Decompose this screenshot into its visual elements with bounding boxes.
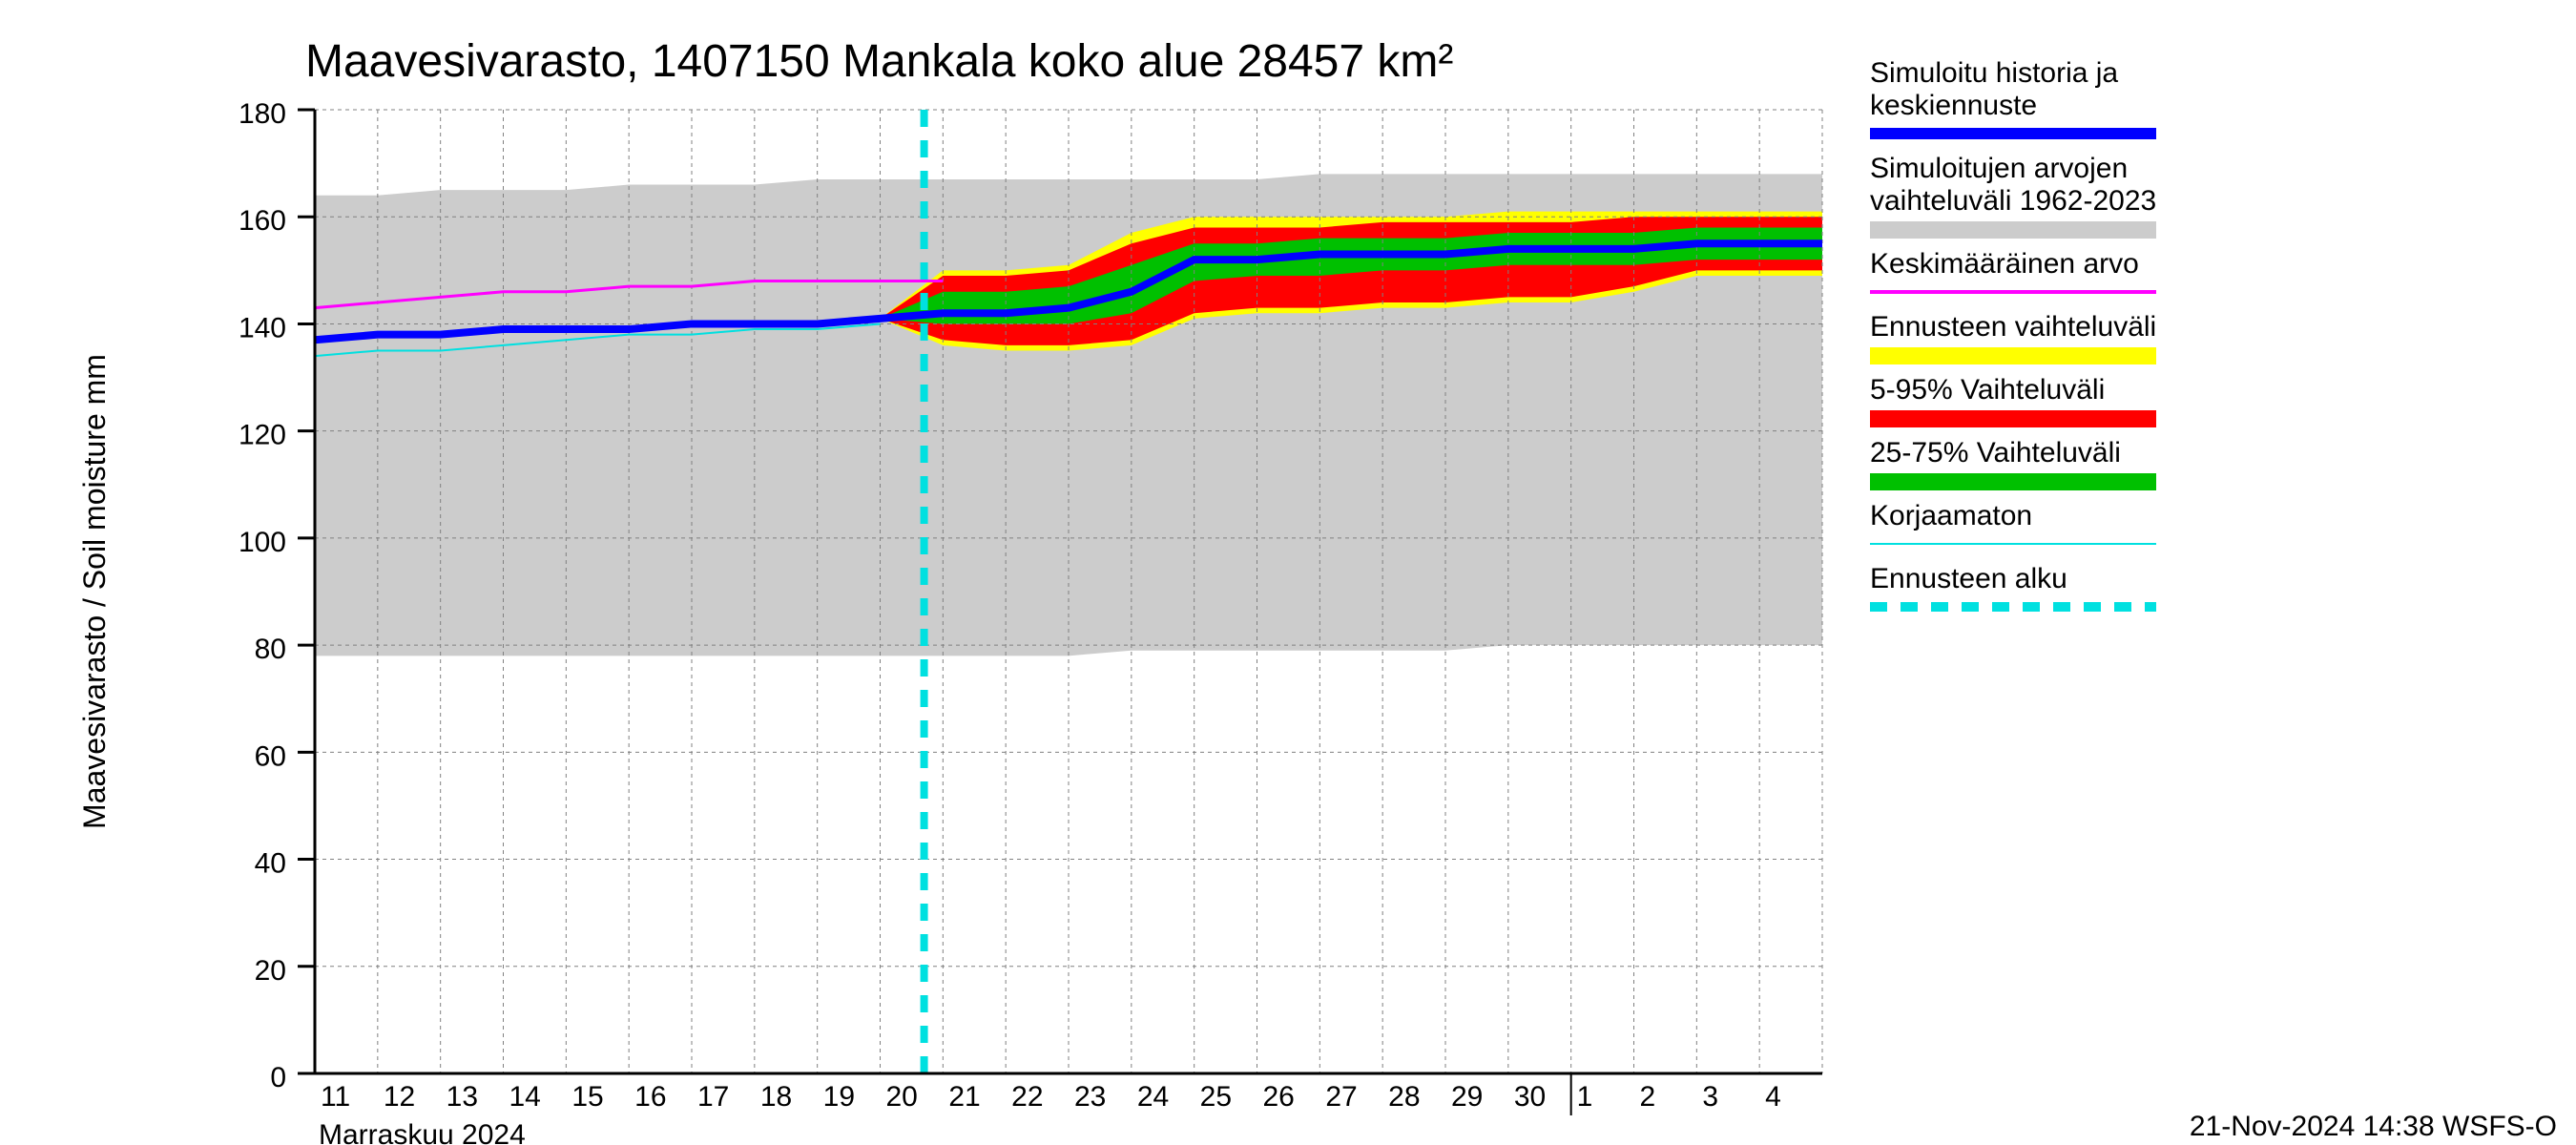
x-tick-label: 3	[1702, 1081, 1718, 1113]
x-tick-label: 24	[1137, 1081, 1169, 1113]
legend-label: Ennusteen alku	[1870, 563, 2067, 594]
x-tick-label: 20	[886, 1081, 918, 1113]
x-tick-label: 27	[1325, 1081, 1357, 1113]
x-tick-label: 2	[1640, 1081, 1656, 1113]
y-tick-label: 140	[239, 312, 286, 344]
x-tick-label: 13	[447, 1081, 478, 1113]
y-tick-label: 80	[255, 634, 286, 665]
y-tick-label: 40	[255, 848, 286, 880]
chart-svg: 0204060801001201401601801112131415161718…	[0, 0, 2576, 1145]
legend-label: Simuloitujen arvojen	[1870, 153, 2128, 184]
footer-timestamp: 21-Nov-2024 14:38 WSFS-O	[2190, 1111, 2557, 1142]
legend-swatch	[1870, 347, 2156, 364]
x-tick-label: 1	[1577, 1081, 1593, 1113]
x-tick-label: 29	[1451, 1081, 1483, 1113]
chart-title: Maavesivarasto, 1407150 Mankala koko alu…	[305, 36, 1453, 87]
legend-label: Keskimääräinen arvo	[1870, 248, 2139, 280]
y-axis-label: Maavesivarasto / Soil moisture mm	[77, 354, 112, 829]
x-tick-label: 23	[1074, 1081, 1106, 1113]
legend-label: vaihteluväli 1962-2023	[1870, 185, 2156, 217]
x-tick-label: 11	[321, 1081, 350, 1113]
y-tick-label: 160	[239, 205, 286, 237]
legend-label: keskiennuste	[1870, 90, 2037, 121]
x-month-label-1: Marraskuu 2024	[319, 1119, 526, 1145]
y-tick-label: 180	[239, 98, 286, 130]
x-tick-label: 19	[823, 1081, 855, 1113]
y-tick-label: 20	[255, 955, 286, 987]
y-tick-label: 120	[239, 420, 286, 451]
x-tick-label: 14	[509, 1081, 541, 1113]
legend-label: Korjaamaton	[1870, 500, 2032, 531]
x-tick-label: 30	[1514, 1081, 1546, 1113]
x-tick-label: 22	[1011, 1081, 1043, 1113]
x-tick-label: 15	[571, 1081, 603, 1113]
legend-label: Ennusteen vaihteluväli	[1870, 311, 2156, 343]
x-tick-label: 18	[760, 1081, 792, 1113]
x-tick-label: 16	[634, 1081, 666, 1113]
x-tick-label: 4	[1765, 1081, 1781, 1113]
y-tick-label: 0	[270, 1062, 286, 1093]
x-tick-label: 25	[1200, 1081, 1232, 1113]
x-tick-label: 12	[384, 1081, 415, 1113]
y-tick-label: 60	[255, 740, 286, 772]
legend-swatch	[1870, 221, 2156, 239]
x-tick-label: 28	[1388, 1081, 1420, 1113]
x-tick-label: 26	[1263, 1081, 1295, 1113]
legend-label: 5-95% Vaihteluväli	[1870, 374, 2105, 406]
legend-swatch	[1870, 473, 2156, 490]
legend-swatch	[1870, 410, 2156, 427]
legend-label: 25-75% Vaihteluväli	[1870, 437, 2121, 468]
chart-container: 0204060801001201401601801112131415161718…	[0, 0, 2576, 1145]
legend-label: Simuloitu historia ja	[1870, 57, 2118, 89]
y-tick-label: 100	[239, 527, 286, 558]
x-tick-label: 21	[948, 1081, 980, 1113]
x-tick-label: 17	[697, 1081, 729, 1113]
